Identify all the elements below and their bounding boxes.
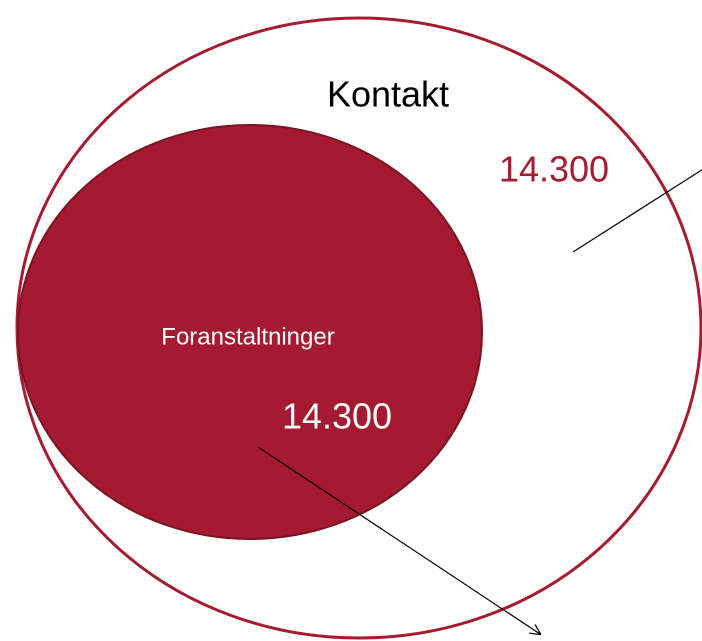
- pointer-line: [572, 169, 702, 253]
- outer-label: Kontakt: [327, 74, 449, 115]
- pointer-arrow: [257, 446, 540, 634]
- inner-label: Foranstaltninger: [161, 323, 334, 350]
- outer-value: 14.300: [499, 149, 609, 190]
- inner-value: 14.300: [282, 396, 392, 437]
- inner-ellipse: [17, 124, 483, 540]
